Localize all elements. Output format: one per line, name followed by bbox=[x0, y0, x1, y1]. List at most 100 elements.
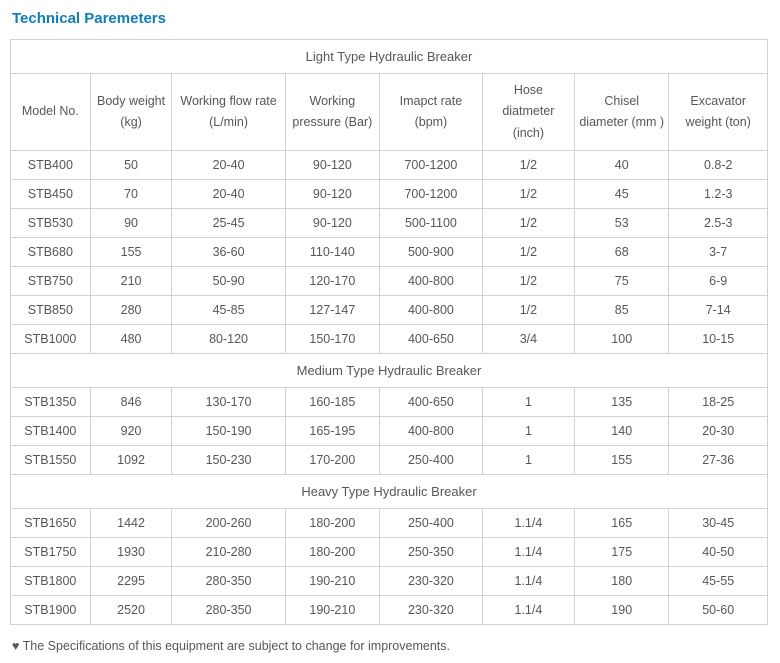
table-cell: 70 bbox=[90, 179, 172, 208]
table-cell: 45 bbox=[575, 179, 669, 208]
table-cell: 45-85 bbox=[172, 295, 285, 324]
table-cell: 110-140 bbox=[285, 237, 379, 266]
table-row: STB1350846130-170160-185400-650113518-25 bbox=[11, 387, 768, 416]
column-header: Imapct rate (bpm) bbox=[380, 74, 483, 151]
table-cell: 27-36 bbox=[669, 445, 768, 474]
table-cell: 1/2 bbox=[482, 237, 574, 266]
table-cell: 500-900 bbox=[380, 237, 483, 266]
table-row: STB1400920150-190165-195400-800114020-30 bbox=[11, 416, 768, 445]
table-cell: 1.1/4 bbox=[482, 566, 574, 595]
table-cell: 20-30 bbox=[669, 416, 768, 445]
column-header: Model No. bbox=[11, 74, 91, 151]
table-cell: 90-120 bbox=[285, 179, 379, 208]
table-cell: 1 bbox=[482, 387, 574, 416]
table-cell: 160-185 bbox=[285, 387, 379, 416]
table-cell: 1.1/4 bbox=[482, 595, 574, 624]
table-cell: 1/2 bbox=[482, 150, 574, 179]
table-cell: STB530 bbox=[11, 208, 91, 237]
table-cell: 920 bbox=[90, 416, 172, 445]
table-cell: 180-200 bbox=[285, 508, 379, 537]
table-cell: STB400 bbox=[11, 150, 91, 179]
table-cell: 165 bbox=[575, 508, 669, 537]
table-cell: 480 bbox=[90, 324, 172, 353]
table-cell: 50-60 bbox=[669, 595, 768, 624]
table-cell: 280-350 bbox=[172, 566, 285, 595]
table-cell: 1 bbox=[482, 416, 574, 445]
table-cell: 400-800 bbox=[380, 295, 483, 324]
table-cell: 150-190 bbox=[172, 416, 285, 445]
table-cell: STB1900 bbox=[11, 595, 91, 624]
table-cell: 3/4 bbox=[482, 324, 574, 353]
table-cell: 175 bbox=[575, 537, 669, 566]
table-header-row: Model No.Body weight (kg)Working flow ra… bbox=[11, 74, 768, 151]
table-cell: 210 bbox=[90, 266, 172, 295]
table-cell: 400-650 bbox=[380, 387, 483, 416]
table-cell: 400-650 bbox=[380, 324, 483, 353]
column-header: Hose diatmeter (inch) bbox=[482, 74, 574, 151]
table-cell: 1.1/4 bbox=[482, 537, 574, 566]
table-cell: 400-800 bbox=[380, 266, 483, 295]
table-cell: 700-1200 bbox=[380, 179, 483, 208]
table-cell: 155 bbox=[90, 237, 172, 266]
table-cell: 80-120 bbox=[172, 324, 285, 353]
table-cell: STB680 bbox=[11, 237, 91, 266]
table-cell: 140 bbox=[575, 416, 669, 445]
column-header: Body weight (kg) bbox=[90, 74, 172, 151]
table-cell: 1 bbox=[482, 445, 574, 474]
table-row: STB4005020-4090-120700-12001/2400.8-2 bbox=[11, 150, 768, 179]
table-cell: 700-1200 bbox=[380, 150, 483, 179]
spec-table: Light Type Hydraulic BreakerModel No.Bod… bbox=[10, 39, 768, 625]
table-cell: 1.1/4 bbox=[482, 508, 574, 537]
table-cell: 230-320 bbox=[380, 595, 483, 624]
table-cell: 1/2 bbox=[482, 295, 574, 324]
table-cell: 25-45 bbox=[172, 208, 285, 237]
table-row: STB85028045-85127-147400-8001/2857-14 bbox=[11, 295, 768, 324]
table-cell: 53 bbox=[575, 208, 669, 237]
table-cell: 170-200 bbox=[285, 445, 379, 474]
table-cell: 3-7 bbox=[669, 237, 768, 266]
section-header: Heavy Type Hydraulic Breaker bbox=[11, 474, 768, 508]
table-cell: 2295 bbox=[90, 566, 172, 595]
table-cell: STB850 bbox=[11, 295, 91, 324]
table-cell: 130-170 bbox=[172, 387, 285, 416]
table-cell: STB1650 bbox=[11, 508, 91, 537]
table-cell: 0.8-2 bbox=[669, 150, 768, 179]
table-cell: 150-170 bbox=[285, 324, 379, 353]
table-cell: STB1550 bbox=[11, 445, 91, 474]
table-cell: 1930 bbox=[90, 537, 172, 566]
table-row: STB68015536-60110-140500-9001/2683-7 bbox=[11, 237, 768, 266]
table-cell: STB1800 bbox=[11, 566, 91, 595]
table-cell: STB450 bbox=[11, 179, 91, 208]
section-header: Medium Type Hydraulic Breaker bbox=[11, 353, 768, 387]
table-cell: 18-25 bbox=[669, 387, 768, 416]
table-cell: 1092 bbox=[90, 445, 172, 474]
table-cell: 200-260 bbox=[172, 508, 285, 537]
table-row: STB15501092150-230170-200250-400115527-3… bbox=[11, 445, 768, 474]
table-cell: 40-50 bbox=[669, 537, 768, 566]
table-cell: 180-200 bbox=[285, 537, 379, 566]
table-cell: 500-1100 bbox=[380, 208, 483, 237]
table-cell: 7-14 bbox=[669, 295, 768, 324]
table-cell: 10-15 bbox=[669, 324, 768, 353]
table-cell: 50-90 bbox=[172, 266, 285, 295]
table-cell: 1/2 bbox=[482, 179, 574, 208]
table-cell: 250-400 bbox=[380, 508, 483, 537]
table-cell: 180 bbox=[575, 566, 669, 595]
table-cell: 20-40 bbox=[172, 179, 285, 208]
table-cell: 155 bbox=[575, 445, 669, 474]
table-cell: 75 bbox=[575, 266, 669, 295]
column-header: Chisel diameter (mm ) bbox=[575, 74, 669, 151]
table-row: STB100048080-120150-170400-6503/410010-1… bbox=[11, 324, 768, 353]
table-cell: 100 bbox=[575, 324, 669, 353]
footnote: ♥ The Specifications of this equipment a… bbox=[12, 639, 768, 653]
table-cell: 90 bbox=[90, 208, 172, 237]
table-row: STB4507020-4090-120700-12001/2451.2-3 bbox=[11, 179, 768, 208]
table-row: STB18002295280-350190-210230-3201.1/4180… bbox=[11, 566, 768, 595]
table-cell: 20-40 bbox=[172, 150, 285, 179]
table-cell: 45-55 bbox=[669, 566, 768, 595]
column-header: Working pressure (Bar) bbox=[285, 74, 379, 151]
table-cell: 400-800 bbox=[380, 416, 483, 445]
table-row: STB16501442200-260180-200250-4001.1/4165… bbox=[11, 508, 768, 537]
table-cell: 190-210 bbox=[285, 595, 379, 624]
table-cell: 190 bbox=[575, 595, 669, 624]
